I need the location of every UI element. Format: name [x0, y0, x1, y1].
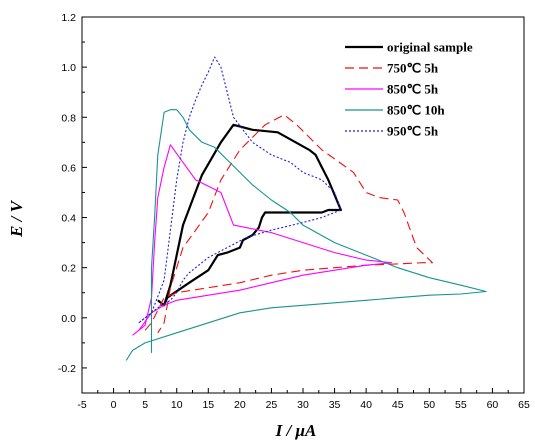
- legend-label-3: 850℃ 10h: [387, 103, 445, 118]
- y-tick-label: 0.0: [61, 313, 76, 325]
- x-tick-label: 45: [392, 399, 404, 411]
- x-axis-title: I / μA: [275, 421, 317, 440]
- x-tick-label: 60: [487, 399, 499, 411]
- series-layer: [125, 56, 487, 361]
- series-line-3: [125, 109, 487, 361]
- x-tick-label: 10: [171, 399, 183, 411]
- x-tick-label: 15: [202, 399, 214, 411]
- x-tick-label: 30: [297, 399, 309, 411]
- y-tick-label: 0.8: [61, 112, 76, 124]
- legend-label-1: 750℃ 5h: [387, 61, 439, 76]
- legend: original sample 750℃ 5h 850℃ 5h 850℃ 10h 950…: [345, 40, 473, 139]
- x-tick-label: 20: [234, 399, 246, 411]
- legend-label-4: 950℃ 5h: [387, 124, 439, 139]
- y-tick-label: 1.0: [61, 62, 76, 74]
- x-tick-label: 35: [329, 399, 341, 411]
- x-tick-label: 0: [111, 399, 117, 411]
- y-tick-label: 0.2: [61, 263, 76, 275]
- series-line-0: [157, 123, 342, 307]
- legend-label-0: original sample: [387, 40, 473, 55]
- x-tick-label: -5: [77, 399, 86, 411]
- legend-label-2: 850℃ 5h: [387, 82, 439, 97]
- y-tick-label: 1.2: [61, 12, 76, 24]
- x-tick-label: 40: [360, 399, 372, 411]
- y-tick-label: -0.2: [58, 363, 76, 375]
- x-tick-label: 55: [455, 399, 467, 411]
- x-tick-label: 50: [423, 399, 435, 411]
- x-tick-label: 25: [266, 399, 278, 411]
- x-tick-label: 65: [518, 399, 530, 411]
- y-axis-title: E / V: [7, 199, 26, 238]
- axes-layer: -5 0 5 10 15 20 25 30 35 40 45 50 55 60 65 -0.2 0.0 0.2 0.…: [58, 12, 530, 411]
- y-tick-label: 0.6: [61, 162, 76, 174]
- x-tick-label: 5: [142, 399, 148, 411]
- series-line-2: [132, 144, 392, 336]
- series-line-1: [144, 114, 433, 334]
- y-tick-label: 0.4: [61, 213, 76, 225]
